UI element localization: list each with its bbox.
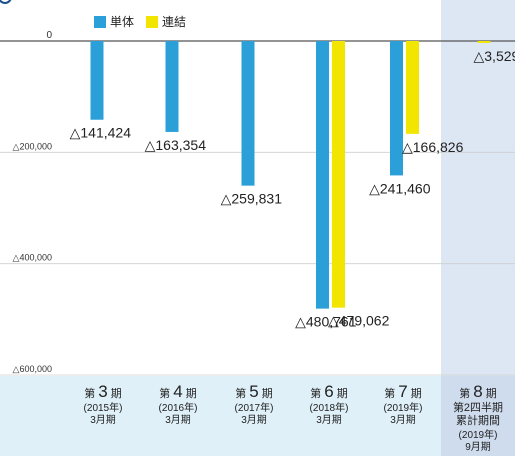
y-tick-label: 0 [46, 30, 52, 41]
category-year-label: (2017年) [235, 401, 274, 414]
category-month-label: 9月期 [465, 441, 491, 453]
legend-label-consolidated: 連結 [162, 15, 187, 29]
category-month-label: 3月期 [90, 414, 116, 426]
bar-single [241, 41, 255, 186]
category-label: 第 6 期 [310, 382, 348, 401]
bar-single [165, 41, 179, 132]
category-year-label: (2016年) [159, 401, 198, 414]
data-label: △259,831 [221, 191, 283, 207]
category-label: 第 5 期 [235, 382, 273, 401]
legend-label-single: 単体 [110, 15, 135, 29]
category-label: 第 8 期 [459, 382, 497, 401]
category-month-label: 3月期 [316, 414, 342, 426]
bar-single [390, 41, 403, 176]
y-tick-label: △200,000 [13, 141, 52, 151]
category-year-label: (2015年) [84, 401, 123, 414]
category-axis-band [0, 376, 515, 456]
bar-single [316, 41, 329, 309]
category-label: 第 4 期 [159, 382, 197, 401]
highlight-axis-band [441, 376, 515, 456]
y-tick-label: △400,000 [13, 253, 52, 263]
data-label: △479,062 [328, 313, 390, 329]
category-year-label: (2019年) [459, 428, 498, 441]
category-label: 第 3 期 [84, 382, 122, 401]
bar-consolidated [477, 41, 491, 43]
chart-legend: 単体 連結 [94, 13, 186, 30]
category-month-label: 3月期 [390, 414, 416, 426]
legend-swatch-consolidated [146, 15, 159, 28]
category-sub-label: 第2四半期 [453, 400, 503, 414]
bar-consolidated [406, 41, 419, 134]
legend-swatch-single [94, 15, 106, 28]
data-label: △166,826 [402, 139, 464, 155]
category-year-label: (2019年) [384, 401, 423, 414]
data-label: △3,529 [474, 48, 515, 64]
category-year-label: (2018年) [310, 401, 349, 414]
chart-header [0, 0, 515, 8]
category-label: 第 7 期 [384, 382, 422, 401]
category-month-label: 3月期 [241, 414, 267, 426]
data-label: △480,761 [295, 314, 357, 330]
data-label: △141,424 [70, 125, 132, 141]
legend-item-consolidated: 連結 [146, 13, 186, 30]
category-sub-label: 累計期間 [456, 413, 500, 427]
bar-single [90, 41, 104, 120]
legend-item-single: 単体 [94, 13, 134, 30]
category-month-label: 3月期 [165, 414, 191, 426]
bar-consolidated [332, 41, 345, 308]
y-tick-label: △600,000 [13, 364, 52, 374]
data-label: △241,460 [369, 180, 431, 196]
data-label: △163,354 [145, 137, 207, 153]
